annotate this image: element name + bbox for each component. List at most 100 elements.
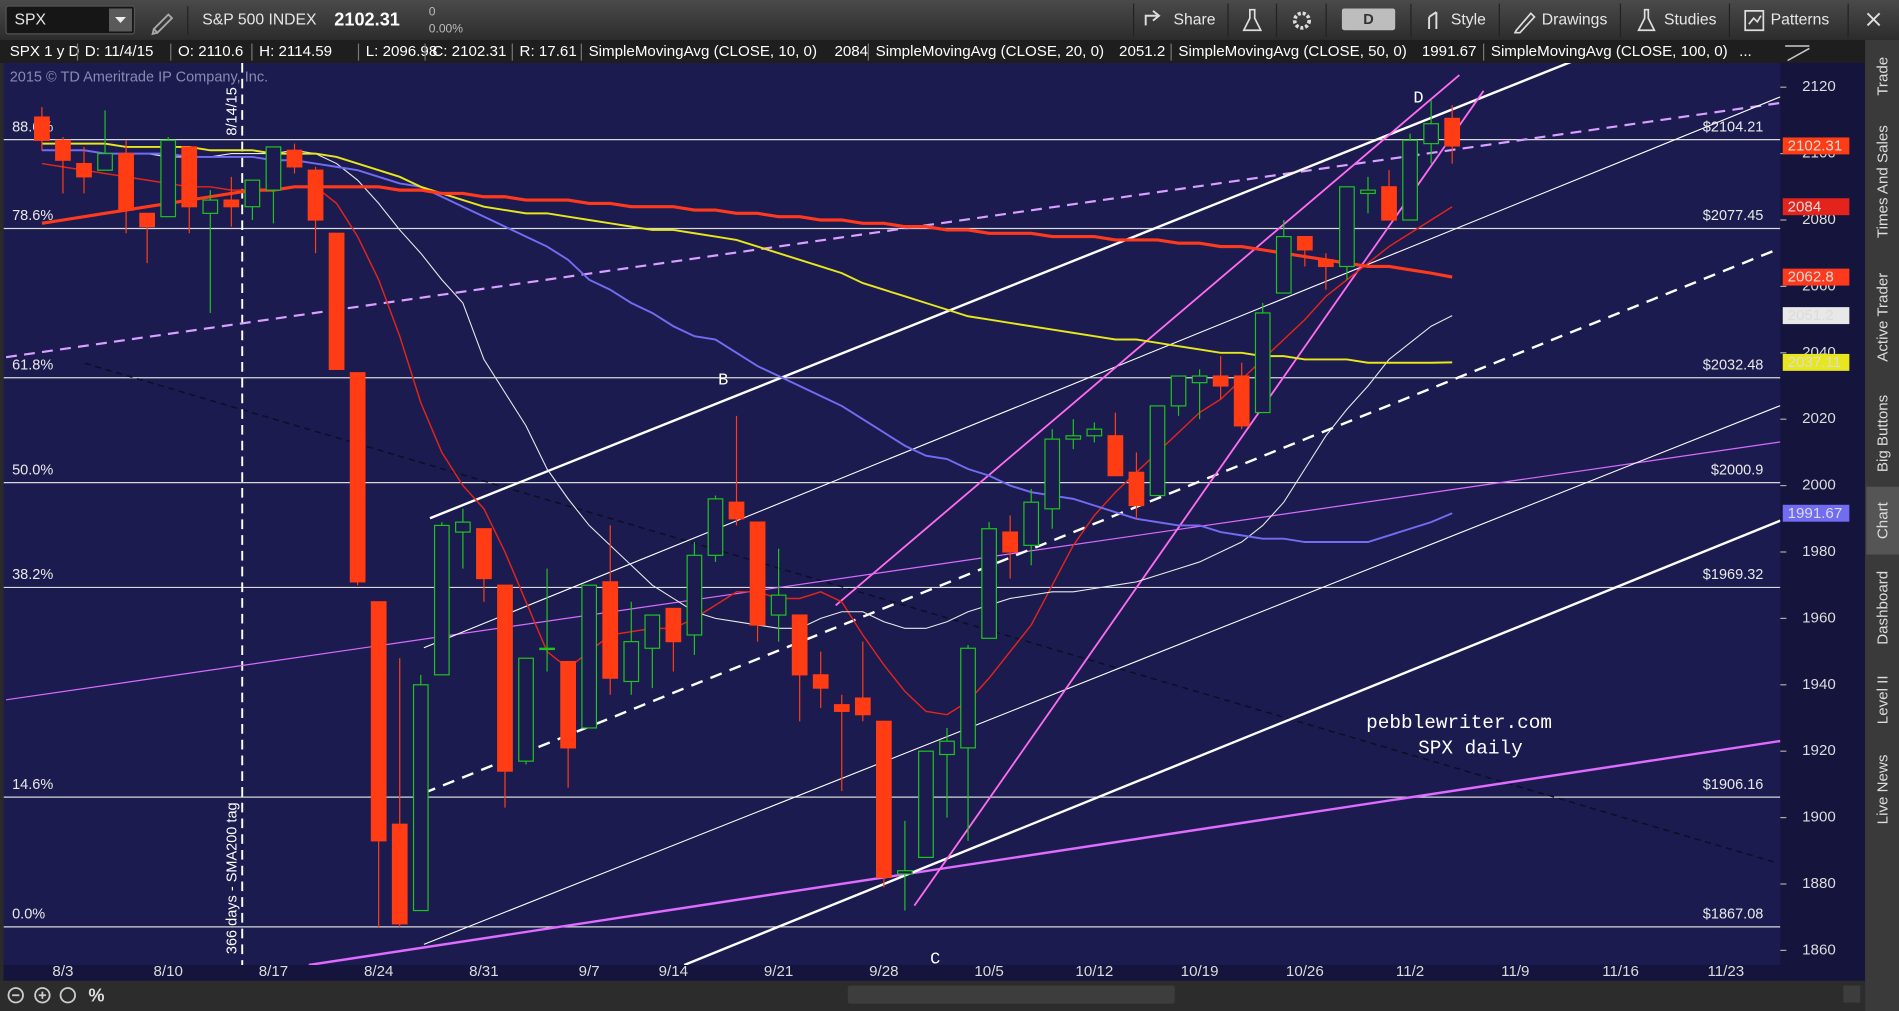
candle-body-down	[34, 116, 50, 141]
watermark: SPX daily	[1418, 737, 1523, 759]
close-button[interactable]	[1866, 12, 1881, 27]
sidebar-tabs: Trade Times And Sales Active Trader Big But…	[1866, 57, 1899, 824]
scroll-button[interactable]	[1843, 985, 1861, 1003]
chart-header-items: SPX 1 y D D: 11/4/15 O: 2110.6 H: 2114.59 L:…	[10, 43, 1728, 61]
sidebar-tab[interactable]: Live News	[1874, 754, 1891, 824]
candle-body-down	[1002, 531, 1019, 553]
candle-body-up	[981, 528, 997, 639]
percent-button[interactable]: %	[88, 985, 104, 1005]
aggregation-button[interactable]	[1341, 8, 1396, 31]
price-axis	[1780, 62, 1866, 981]
price-tag-label: 2051.2	[1788, 307, 1834, 324]
fib-price-label: $1906.16	[1703, 777, 1764, 793]
header-field: D: 11/4/15	[85, 43, 154, 60]
x-tick-label: 11/16	[1602, 963, 1639, 980]
expand-icon[interactable]	[1785, 45, 1810, 62]
studies-icon[interactable]	[1637, 8, 1656, 32]
scrollbar[interactable]	[847, 985, 1175, 1004]
price-tag	[1782, 307, 1850, 325]
candle-body-up	[97, 152, 113, 171]
y-tick-label: 1920	[1802, 742, 1836, 759]
sidebar-tab[interactable]: Trade	[1874, 57, 1891, 96]
trend-line	[308, 739, 1781, 965]
candle-body-up	[707, 498, 724, 556]
header-field: C: 2102.31	[432, 43, 506, 60]
patterns-button[interactable]: Patterns	[1771, 12, 1830, 29]
aggregation-label: D	[1363, 12, 1373, 28]
annotation: B	[718, 372, 728, 391]
legend-value: 2051.2	[1119, 43, 1165, 60]
candle-body-down	[602, 581, 619, 679]
legend-entry: SimpleMovingAvg (CLOSE, 20, 0)	[876, 43, 1104, 60]
style-icon[interactable]	[1428, 11, 1438, 30]
flask-button[interactable]	[1242, 8, 1263, 32]
sidebar-tab[interactable]: Dashboard	[1874, 571, 1891, 645]
price-tag-label: 2062.8	[1788, 269, 1834, 286]
candle-body-up	[1191, 375, 1208, 384]
zoom-fit-button[interactable]	[59, 987, 76, 1004]
annotation: 8/14/15	[224, 87, 240, 135]
trend-line	[5, 441, 1781, 701]
percent-change: 0.00%	[429, 21, 464, 35]
y-tick-label: 1980	[1802, 543, 1836, 560]
patterns-icon[interactable]	[1744, 10, 1765, 32]
candle-body-down	[665, 607, 682, 643]
last-price: 2102.31	[334, 9, 400, 29]
price-tag	[1782, 353, 1850, 371]
x-tick-label: 11/2	[1396, 963, 1424, 980]
trend-line	[429, 62, 1572, 520]
candle-body-up	[644, 614, 661, 649]
link-icon[interactable]	[151, 13, 174, 36]
symbol-input[interactable]	[5, 5, 136, 35]
candle-body-up	[1023, 501, 1040, 546]
active-tab	[1866, 486, 1899, 555]
fib-ratio-label: 14.6%	[12, 777, 53, 793]
candle-body-down	[349, 372, 366, 583]
legend-value: 1991.67	[1422, 43, 1477, 60]
settings-button[interactable]	[1292, 11, 1312, 30]
annotation: C	[930, 950, 940, 969]
trend-line	[5, 101, 1781, 359]
candle-body-down	[55, 139, 71, 161]
sidebar-tab[interactable]: Chart	[1874, 501, 1891, 539]
sidebar-tab[interactable]: Active Trader	[1874, 273, 1891, 362]
x-tick-label: 11/9	[1501, 963, 1529, 980]
studies-button[interactable]: Studies	[1664, 12, 1717, 29]
share-button[interactable]: Share	[1174, 12, 1216, 29]
candle-body-up	[960, 647, 976, 749]
y-tick-label: 2000	[1802, 477, 1836, 494]
x-tick-label: 10/5	[974, 963, 1003, 980]
style-button[interactable]: Style	[1451, 12, 1486, 29]
trend-line	[423, 247, 1781, 795]
candle-body-up	[1170, 375, 1187, 407]
x-tick-label: 9/21	[764, 963, 793, 980]
zoom-in-button[interactable]	[34, 987, 51, 1004]
sidebar-tab[interactable]: Level II	[1874, 675, 1891, 724]
drawings-icon[interactable]	[1513, 12, 1536, 34]
y-tick-label: 1880	[1802, 875, 1836, 892]
candle-body-up	[1149, 405, 1166, 497]
candle-body-up	[265, 146, 282, 191]
fib-price-label: $2000.9	[1711, 462, 1763, 478]
legend-entry: SimpleMovingAvg (CLOSE, 50, 0)	[1178, 43, 1406, 60]
fib-price-label: $2032.48	[1703, 357, 1764, 373]
sidebar-tab[interactable]: Times And Sales	[1874, 125, 1891, 238]
candle-body-up	[1044, 438, 1061, 510]
header-field: O: 2110.6	[178, 43, 243, 60]
share-icon[interactable]	[1144, 10, 1161, 26]
legend-entry: SimpleMovingAvg (CLOSE, 10, 0)	[589, 43, 817, 60]
candle-body-down	[812, 674, 829, 689]
drawings-button[interactable]: Drawings	[1542, 12, 1608, 29]
trend-line	[423, 96, 1781, 649]
fib-ratio-label: 0.0%	[12, 907, 45, 923]
candle-body-up	[1086, 428, 1103, 437]
x-tick-label: 8/24	[364, 963, 393, 980]
trend-lines	[5, 62, 1781, 965]
zoom-out-button[interactable]	[7, 987, 24, 1004]
price-tag-label: 2102.31	[1788, 138, 1843, 155]
x-tick-label: 10/12	[1075, 963, 1113, 980]
sidebar-tab[interactable]: Big Buttons	[1874, 394, 1891, 472]
candle-body-up	[1360, 189, 1376, 195]
candle-body-down	[370, 601, 387, 842]
